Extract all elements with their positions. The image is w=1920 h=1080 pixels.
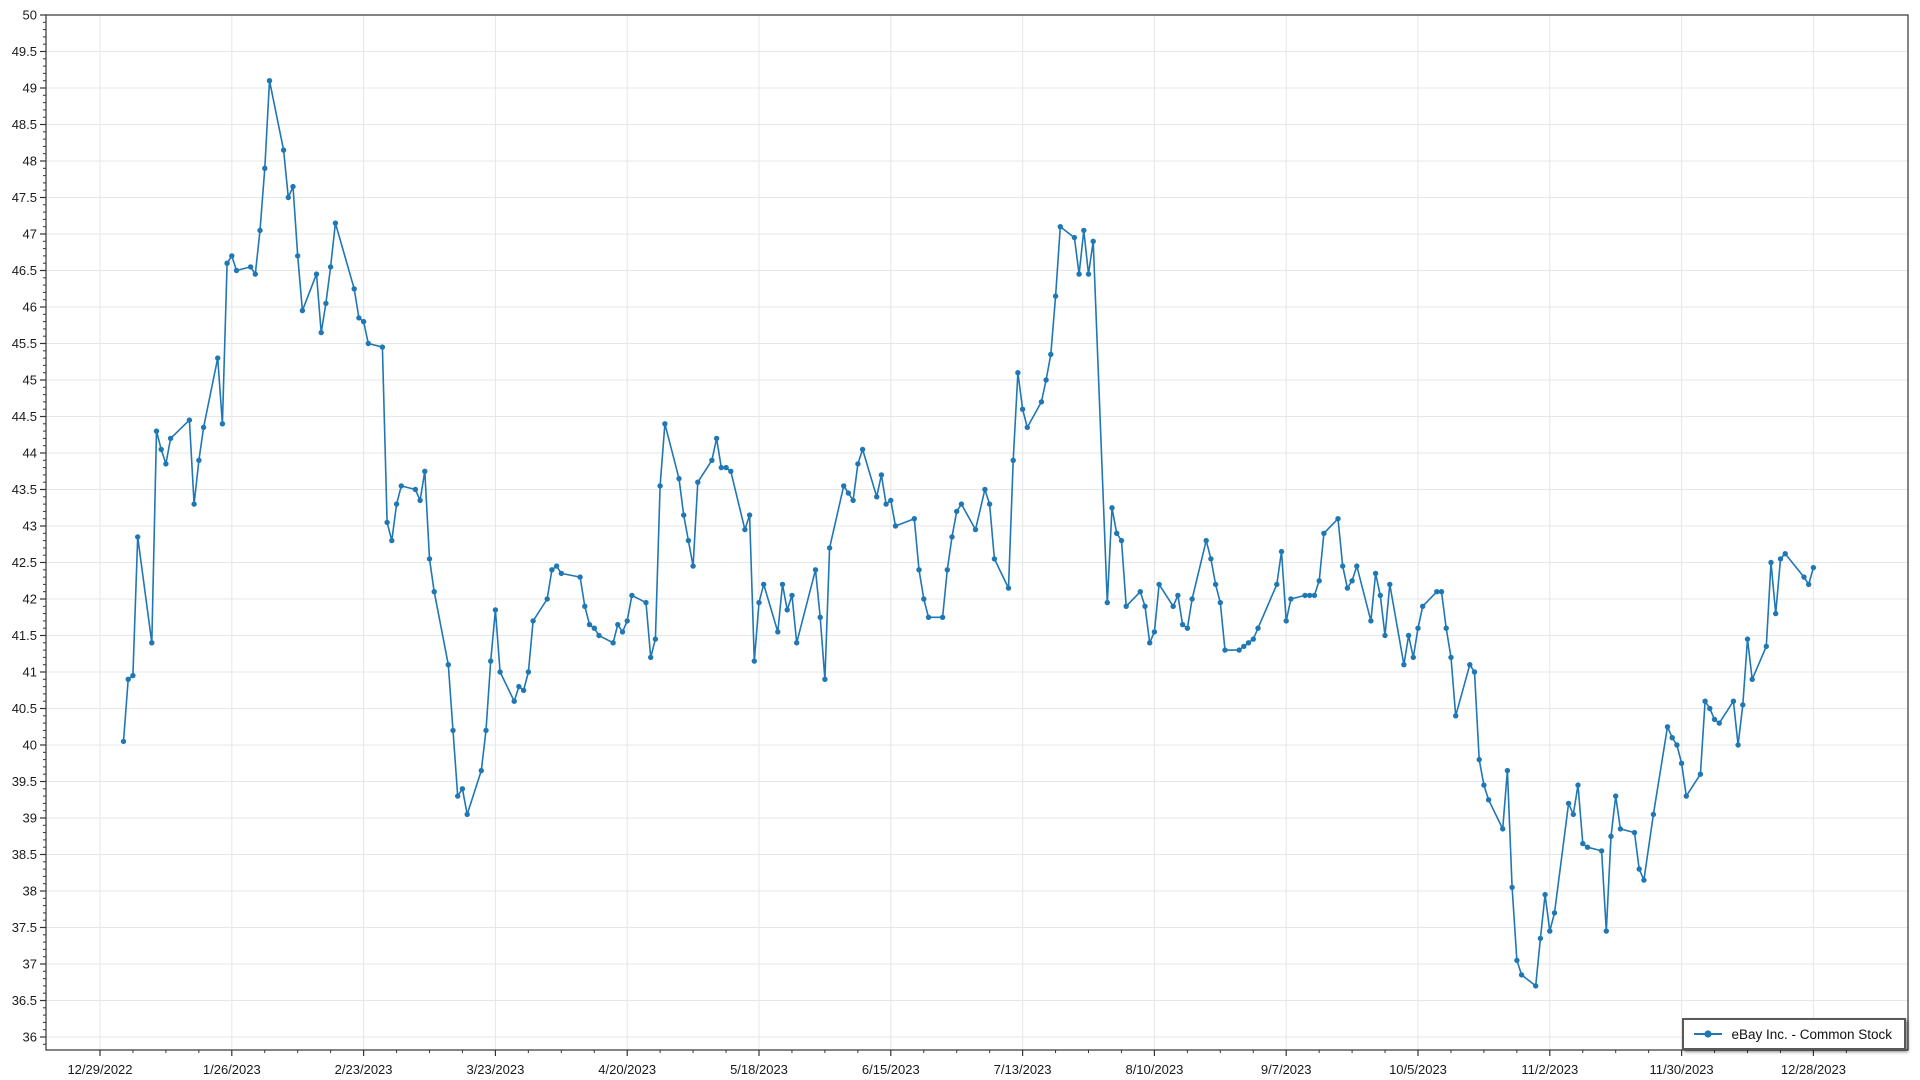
svg-text:45.5: 45.5	[12, 336, 37, 351]
svg-text:4/20/2023: 4/20/2023	[598, 1062, 656, 1077]
svg-text:12/28/2023: 12/28/2023	[1781, 1062, 1846, 1077]
svg-text:38: 38	[23, 884, 37, 899]
svg-text:11/2/2023: 11/2/2023	[1521, 1062, 1578, 1077]
svg-text:41.5: 41.5	[12, 628, 37, 643]
svg-text:47.5: 47.5	[12, 190, 37, 205]
svg-text:47: 47	[23, 227, 37, 242]
svg-text:36.5: 36.5	[12, 993, 37, 1008]
svg-text:3/23/2023: 3/23/2023	[466, 1062, 524, 1077]
svg-text:36: 36	[23, 1030, 37, 1045]
legend-line-marker-icon	[1694, 1030, 1723, 1038]
svg-text:44.5: 44.5	[12, 409, 37, 424]
svg-text:9/7/2023: 9/7/2023	[1261, 1062, 1312, 1077]
svg-text:38.5: 38.5	[12, 847, 37, 862]
svg-text:43: 43	[23, 519, 37, 534]
svg-text:1/26/2023: 1/26/2023	[203, 1062, 261, 1077]
svg-text:45: 45	[23, 373, 37, 388]
svg-text:50: 50	[23, 8, 37, 23]
svg-text:42.5: 42.5	[12, 555, 37, 570]
svg-text:40: 40	[23, 738, 37, 753]
svg-text:12/29/2022: 12/29/2022	[67, 1062, 132, 1077]
svg-text:40.5: 40.5	[12, 701, 37, 716]
svg-text:5/18/2023: 5/18/2023	[730, 1062, 788, 1077]
svg-text:10/5/2023: 10/5/2023	[1389, 1062, 1447, 1077]
svg-text:41: 41	[23, 665, 37, 680]
svg-text:46: 46	[23, 300, 37, 315]
svg-text:48.5: 48.5	[12, 117, 37, 132]
svg-text:39: 39	[23, 811, 37, 826]
svg-text:42: 42	[23, 592, 37, 607]
svg-text:37: 37	[23, 957, 37, 972]
legend-box[interactable]: eBay Inc. - Common Stock	[1682, 1018, 1906, 1050]
svg-text:11/30/2023: 11/30/2023	[1650, 1062, 1714, 1077]
svg-text:37.5: 37.5	[12, 920, 37, 935]
legend-series-label: eBay Inc. - Common Stock	[1731, 1026, 1892, 1042]
svg-text:46.5: 46.5	[12, 263, 37, 278]
svg-text:2/23/2023: 2/23/2023	[335, 1062, 393, 1077]
svg-text:8/10/2023: 8/10/2023	[1125, 1062, 1183, 1077]
svg-text:44: 44	[23, 446, 37, 461]
svg-text:6/15/2023: 6/15/2023	[862, 1062, 920, 1077]
svg-text:39.5: 39.5	[12, 774, 37, 789]
svg-text:48: 48	[23, 154, 37, 169]
svg-text:43.5: 43.5	[12, 482, 37, 497]
svg-text:49.5: 49.5	[12, 44, 37, 59]
svg-text:7/13/2023: 7/13/2023	[994, 1062, 1052, 1077]
svg-text:49: 49	[23, 81, 37, 96]
